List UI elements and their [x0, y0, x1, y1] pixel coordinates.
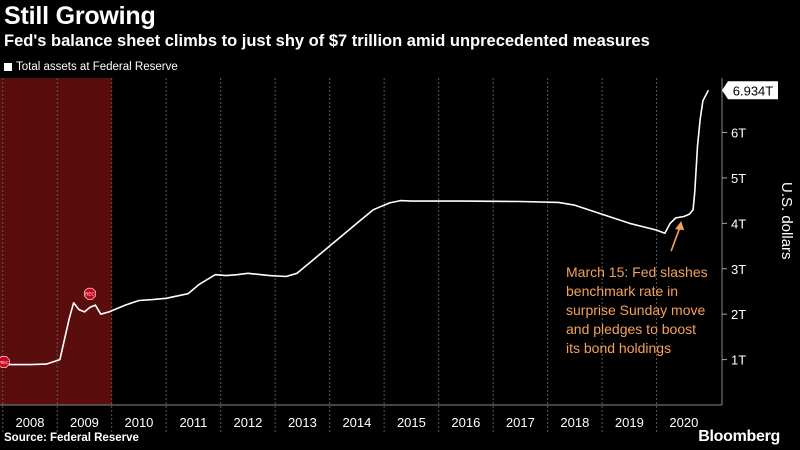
recession-marker-label: REC — [85, 292, 95, 297]
y-tick-label: 3T — [731, 262, 746, 277]
last-value-label: 6.934T — [733, 83, 774, 98]
recession-marker: REC — [84, 287, 96, 300]
recession-band — [0, 78, 112, 405]
x-tick-label: 2015 — [397, 415, 426, 430]
y-tick-label: 2T — [731, 307, 746, 322]
y-axis-label: U.S. dollars — [778, 182, 795, 260]
x-tick-label: 2009 — [70, 415, 99, 430]
annotation-line: March 15: Fed slashes — [566, 264, 708, 280]
legend: Total assets at Federal Reserve — [4, 61, 178, 73]
y-tick-label: 6T — [731, 126, 746, 141]
chart-subtitle: Fed's balance sheet climbs to just shy o… — [4, 32, 650, 50]
x-tick-label: 2013 — [288, 415, 317, 430]
y-tick-label: 4T — [731, 216, 746, 231]
x-tick-label: 2012 — [233, 415, 262, 430]
annotation-arrow-head — [675, 221, 685, 231]
recession-marker-label: REC — [0, 360, 9, 365]
annotation-line: and pledges to boost — [566, 321, 696, 337]
legend-label: Total assets at Federal Reserve — [16, 61, 178, 73]
annotation-line: benchmark rate in — [566, 283, 678, 299]
x-tick-label: 2017 — [506, 415, 535, 430]
x-tick-label: 2020 — [669, 415, 698, 430]
source-note: Source: Federal Reserve — [4, 432, 139, 444]
annotation-line: surprise Sunday move — [566, 302, 706, 318]
x-tick-label: 2014 — [342, 415, 371, 430]
annotation-line: its bond holdings — [566, 340, 671, 356]
recession-marker-shape — [84, 287, 96, 300]
bloomberg-logo: Bloomberg — [698, 428, 780, 445]
x-tick-label: 2018 — [560, 415, 589, 430]
legend-swatch — [4, 63, 12, 71]
recession-marker-shape — [0, 355, 10, 368]
series-line — [0, 89, 710, 366]
recession-marker: REC — [0, 355, 10, 368]
y-tick-label: 1T — [731, 353, 746, 368]
y-tick-label: 5T — [731, 171, 746, 186]
x-tick-label: 2010 — [124, 415, 153, 430]
chart-title: Still Growing — [4, 2, 156, 30]
last-value-box — [722, 81, 778, 100]
x-tick-label: 2016 — [451, 415, 480, 430]
x-tick-label: 2011 — [179, 415, 207, 430]
x-tick-label: 2008 — [16, 415, 45, 430]
x-tick-label: 2019 — [615, 415, 644, 430]
